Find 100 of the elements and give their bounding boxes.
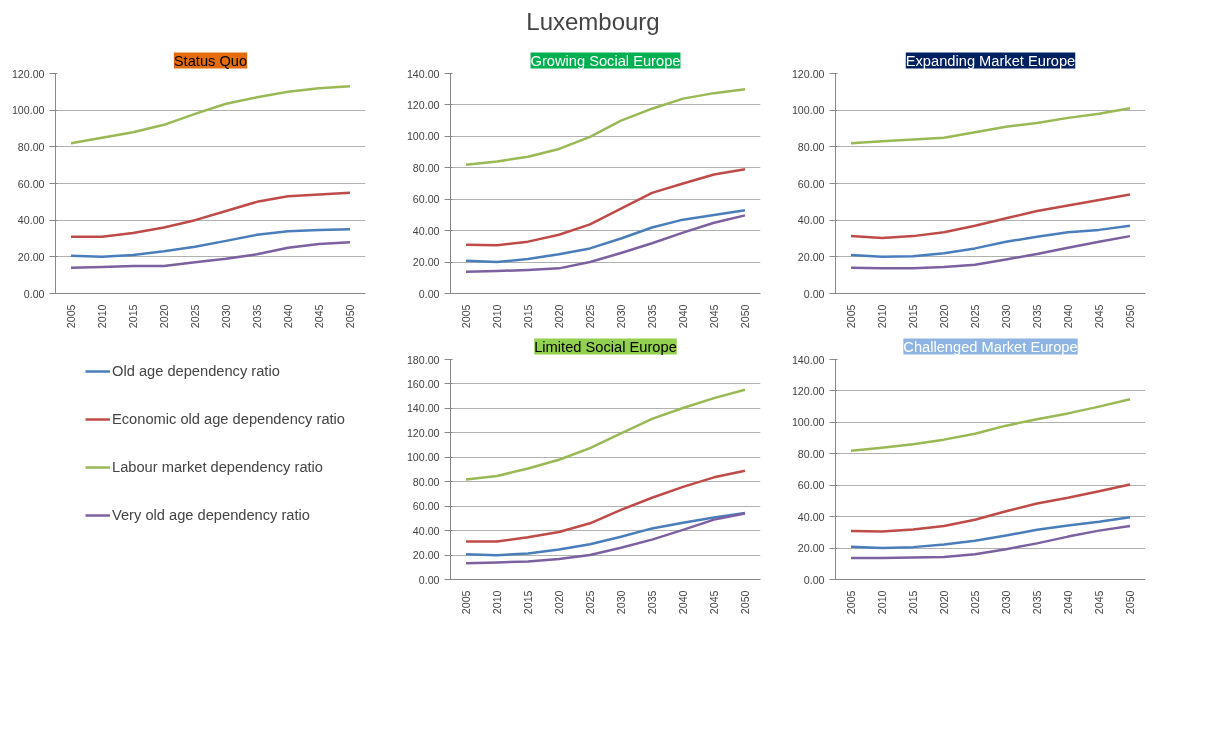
y-tick-label: 80.00	[412, 475, 440, 488]
y-tick-label: 60.00	[412, 500, 440, 513]
y-tick-label: 100.00	[11, 104, 45, 117]
line-series	[69, 228, 352, 259]
x-tick-label: 2050	[739, 304, 751, 329]
x-tick-label: 2035	[1031, 304, 1043, 329]
x-tick-label: 2050	[1124, 590, 1136, 615]
y-tick-label: 100.00	[406, 130, 440, 143]
x-tick-label: 2010	[96, 304, 108, 329]
x-tick-label: 2020	[938, 304, 950, 329]
y-tick-label: 120.00	[11, 67, 45, 80]
y-tick-label: 80.00	[797, 447, 825, 460]
line-series	[464, 87, 747, 166]
line-series	[464, 469, 747, 543]
y-tick-label: 80.00	[412, 161, 440, 174]
y-tick-label: 0.00	[803, 573, 825, 586]
x-tick-label: 2015	[907, 590, 919, 615]
y-tick-label: 80.00	[797, 140, 825, 153]
x-tick-label: 2010	[876, 590, 888, 615]
x-tick-label: 2030	[1000, 304, 1012, 329]
line-series	[849, 524, 1132, 560]
line-series	[464, 208, 747, 264]
x-tick-label: 2045	[313, 304, 325, 329]
y-tick-label: 100.00	[406, 451, 440, 464]
x-tick-label: 2005	[65, 304, 77, 329]
y-tick-label: 20.00	[17, 250, 45, 263]
line-series	[849, 398, 1132, 452]
y-tick-label: 40.00	[17, 214, 45, 227]
y-tick-label: 40.00	[797, 214, 825, 227]
x-tick-label: 2020	[938, 590, 950, 615]
x-tick-label: 2005	[845, 304, 857, 329]
y-tick-label: 60.00	[797, 177, 825, 190]
x-tick-label: 2045	[708, 304, 720, 329]
line-series	[464, 388, 747, 481]
x-tick-label: 2010	[491, 304, 503, 329]
x-tick-label: 2030	[220, 304, 232, 329]
x-tick-label: 2015	[522, 304, 534, 329]
line-series	[464, 214, 747, 273]
line-series	[464, 511, 747, 557]
x-tick-label: 2040	[282, 304, 294, 329]
y-tick-label: 120.00	[406, 98, 440, 111]
chart-title: Status Quo	[173, 52, 248, 69]
y-tick-label: 160.00	[406, 377, 440, 390]
chart-title: Challenged Market Europe	[903, 338, 1078, 355]
line-series	[849, 234, 1132, 270]
x-tick-label: 2035	[1031, 590, 1043, 615]
y-tick-label: 100.00	[791, 104, 825, 117]
x-tick-label: 2050	[739, 590, 751, 615]
y-tick-label: 80.00	[17, 140, 45, 153]
y-tick-label: 140.00	[406, 402, 440, 415]
x-tick-label: 2030	[615, 304, 627, 329]
y-tick-label: 120.00	[791, 67, 825, 80]
x-tick-label: 2035	[646, 304, 658, 329]
legend-label: Labour market dependency ratio	[112, 459, 324, 475]
x-tick-label: 2030	[615, 590, 627, 615]
x-tick-label: 2005	[845, 590, 857, 615]
x-tick-label: 2050	[1124, 304, 1136, 329]
y-tick-label: 20.00	[412, 256, 440, 269]
x-tick-label: 2015	[907, 304, 919, 329]
line-series	[464, 512, 747, 565]
y-tick-label: 20.00	[797, 542, 825, 555]
y-tick-label: 40.00	[412, 224, 440, 237]
x-tick-label: 2035	[646, 590, 658, 615]
line-series	[849, 224, 1132, 259]
x-tick-label: 2005	[460, 304, 472, 329]
x-tick-label: 2020	[553, 590, 565, 615]
y-tick-label: 20.00	[412, 549, 440, 562]
y-tick-label: 40.00	[412, 524, 440, 537]
y-tick-label: 0.00	[418, 287, 440, 300]
x-tick-label: 2045	[1093, 304, 1105, 329]
x-tick-label: 2040	[677, 590, 689, 615]
x-tick-label: 2020	[158, 304, 170, 329]
y-tick-label: 60.00	[412, 193, 440, 206]
chart-title: Expanding Market Europe	[905, 52, 1076, 69]
y-tick-label: 0.00	[803, 287, 825, 300]
x-tick-label: 2005	[460, 590, 472, 615]
y-tick-label: 60.00	[17, 177, 45, 190]
y-tick-label: 60.00	[797, 479, 825, 492]
legend-label: Economic old age dependency ratio	[112, 411, 346, 427]
line-series	[69, 191, 352, 238]
y-tick-label: 100.00	[791, 416, 825, 429]
y-tick-label: 0.00	[418, 573, 440, 586]
chart-title: Growing Social Europe	[530, 52, 681, 69]
chart-title: Limited Social Europe	[534, 338, 677, 355]
y-tick-label: 120.00	[406, 426, 440, 439]
line-series	[849, 516, 1132, 550]
x-tick-label: 2050	[344, 304, 356, 329]
y-tick-label: 40.00	[797, 510, 825, 523]
x-tick-label: 2010	[876, 304, 888, 329]
x-tick-label: 2045	[1093, 590, 1105, 615]
x-tick-label: 2015	[127, 304, 139, 329]
y-tick-label: 180.00	[406, 353, 440, 366]
y-tick-label: 140.00	[406, 67, 440, 80]
y-tick-label: 120.00	[791, 384, 825, 397]
y-tick-label: 140.00	[791, 353, 825, 366]
x-tick-label: 2025	[969, 304, 981, 329]
x-tick-label: 2020	[553, 304, 565, 329]
text: Luxembourg	[526, 7, 660, 35]
x-tick-label: 2040	[677, 304, 689, 329]
y-tick-label: 0.00	[23, 287, 45, 300]
